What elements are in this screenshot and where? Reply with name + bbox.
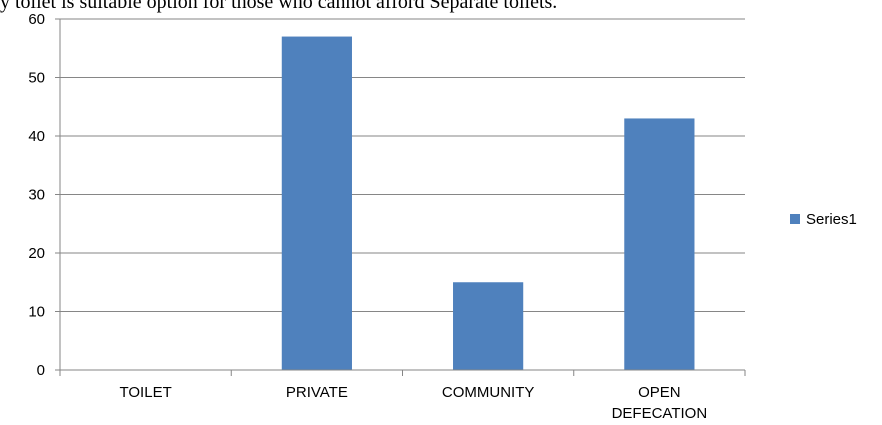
x-tick-label-toilet: TOILET <box>120 384 172 401</box>
x-tick-label-line: OPEN <box>638 384 681 401</box>
x-tick-labels: TOILET PRIVATE COMMUNITY OPEN DEFECATION <box>120 384 708 422</box>
x-tick-label-line: DEFECATION <box>612 405 708 422</box>
y-tick-labels: 0 10 20 30 40 50 60 <box>28 11 45 379</box>
y-tick-label-20: 20 <box>28 245 45 262</box>
x-tick-label-private: PRIVATE <box>286 384 348 401</box>
y-tick-label-10: 10 <box>28 304 45 321</box>
x-tick-label-community: COMMUNITY <box>442 384 535 401</box>
legend-label-series1: Series1 <box>806 211 857 228</box>
bar-open-defecation <box>624 118 695 370</box>
x-tick-label-line: COMMUNITY <box>442 384 535 401</box>
x-tick-label-open-defecation: OPEN DEFECATION <box>612 384 708 422</box>
bar-private <box>281 36 352 371</box>
y-tick-label-60: 60 <box>28 11 45 28</box>
y-tick-label-0: 0 <box>37 362 45 379</box>
y-tick-label-40: 40 <box>28 128 45 145</box>
legend: Series1 <box>790 211 857 228</box>
x-tick-label-line: TOILET <box>120 384 172 401</box>
chart-caption: y toilet is suitable option for those wh… <box>0 0 558 13</box>
y-tick-label-50: 50 <box>28 70 45 87</box>
y-tick-label-30: 30 <box>28 187 45 204</box>
axes <box>55 18 746 376</box>
bars <box>281 36 695 371</box>
legend-swatch-series1 <box>790 214 800 224</box>
x-tick-label-line: PRIVATE <box>286 384 348 401</box>
bar-community <box>453 282 524 370</box>
